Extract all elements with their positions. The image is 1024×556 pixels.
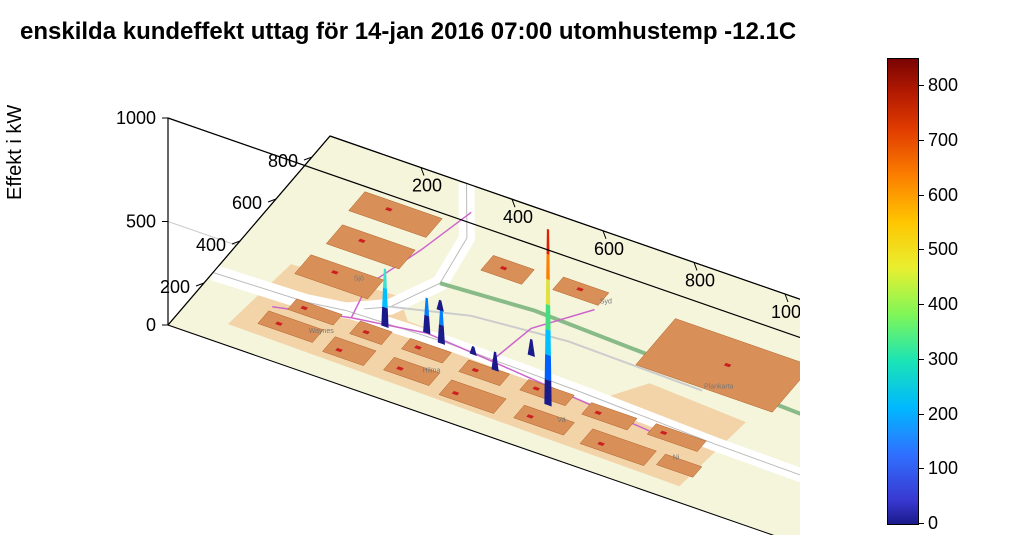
svg-text:Ni: Ni <box>673 454 680 461</box>
svg-text:0: 0 <box>146 315 156 335</box>
svg-text:Vä: Vä <box>557 417 566 424</box>
chart-title: enskilda kundeffekt uttag för 14-jan 201… <box>20 18 796 46</box>
svg-text:Hilma: Hilma <box>423 368 441 375</box>
svg-text:1000: 1000 <box>771 302 800 322</box>
colorbar-tick-label: 700 <box>928 130 958 151</box>
svg-text:Syd: Syd <box>600 298 612 305</box>
svg-text:1000: 1000 <box>116 108 156 128</box>
colorbar-tick-label: 500 <box>928 239 958 260</box>
svg-text:200: 200 <box>412 176 442 196</box>
colorbar-tick-label: 200 <box>928 404 958 425</box>
svg-text:Waynes: Waynes <box>309 328 335 335</box>
colorbar-tick-label: 600 <box>928 185 958 206</box>
colorbar-tick-label: 100 <box>928 458 958 479</box>
colorbar-tick-label: 400 <box>928 294 958 315</box>
colorbar-tick-label: 800 <box>928 75 958 96</box>
colorbar: 0100200300400500600700800 <box>887 58 919 525</box>
svg-text:600: 600 <box>594 239 624 259</box>
svg-text:Sjö: Sjö <box>354 276 364 283</box>
svg-text:400: 400 <box>503 207 533 227</box>
svg-text:400: 400 <box>196 235 226 255</box>
svg-text:800: 800 <box>685 270 715 290</box>
z-axis-label: Effekt i kW <box>4 105 27 200</box>
colorbar-tick-label: 0 <box>928 513 938 534</box>
colorbar-tick-label: 300 <box>928 349 958 370</box>
svg-text:500: 500 <box>126 212 156 232</box>
svg-text:Plankarta: Plankarta <box>704 384 734 391</box>
chart-container: enskilda kundeffekt uttag för 14-jan 201… <box>0 0 1024 556</box>
svg-text:200: 200 <box>160 277 190 297</box>
plot-area: Waynes Hilma Vä Ni Sjö Syd Plankarta 0 500 1000 20… <box>80 55 800 535</box>
plot-svg: Waynes Hilma Vä Ni Sjö Syd Plankarta 0 500 1000 20… <box>80 55 800 535</box>
svg-text:600: 600 <box>232 193 262 213</box>
